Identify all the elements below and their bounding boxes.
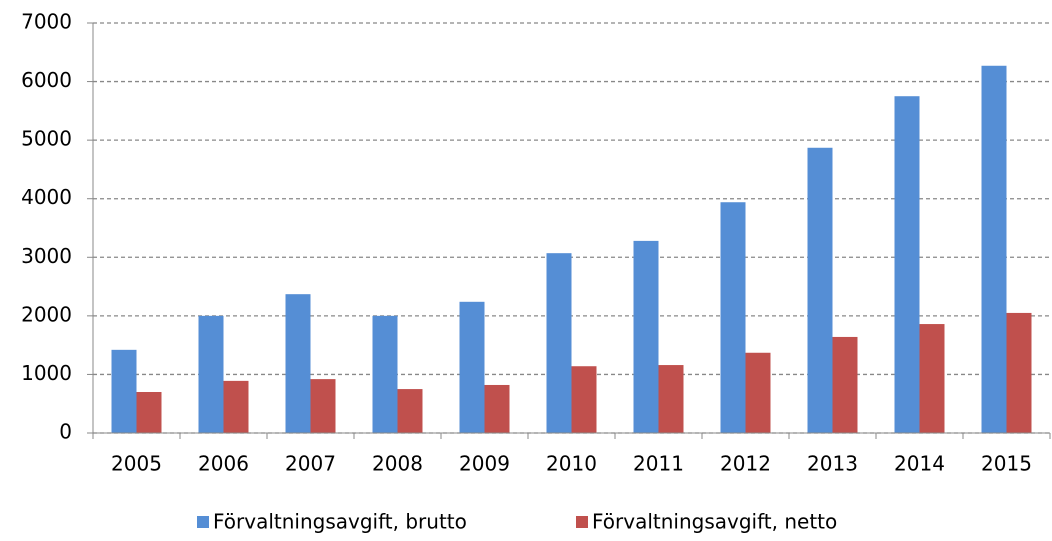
- bar: [111, 349, 137, 433]
- bar: [981, 65, 1007, 433]
- bar: [1006, 312, 1032, 433]
- y-tick-label: 5000: [21, 127, 72, 151]
- x-tick-label: 2009: [459, 452, 510, 476]
- bar: [459, 301, 485, 433]
- legend-swatch: [197, 516, 209, 528]
- bar: [223, 380, 249, 433]
- x-tick-label: 2006: [198, 452, 249, 476]
- bar: [285, 294, 311, 433]
- y-tick-label: 7000: [21, 10, 72, 34]
- x-tick-label: 2011: [633, 452, 684, 476]
- bar: [372, 315, 398, 433]
- legend-label: Förvaltningsavgift, netto: [592, 510, 837, 534]
- bar: [832, 336, 858, 433]
- bar: [136, 392, 162, 433]
- y-tick-label: 6000: [21, 68, 72, 92]
- x-tick-label: 2012: [720, 452, 771, 476]
- bar: [807, 147, 833, 433]
- x-tick-label: 2014: [894, 452, 945, 476]
- bar: [198, 315, 224, 433]
- bar: [571, 366, 597, 433]
- bar: [919, 324, 945, 433]
- x-tick-label: 2005: [111, 452, 162, 476]
- bar: [310, 379, 336, 433]
- y-tick-label: 3000: [21, 244, 72, 268]
- bar: [484, 384, 510, 433]
- y-tick-label: 4000: [21, 185, 72, 209]
- x-tick-label: 2008: [372, 452, 423, 476]
- x-tick-label: 2010: [546, 452, 597, 476]
- x-tick-label: 2007: [285, 452, 336, 476]
- bar: [720, 202, 746, 433]
- legend-swatch: [576, 516, 588, 528]
- bar: [658, 365, 684, 433]
- y-tick-label: 1000: [21, 361, 72, 385]
- bar: [745, 352, 771, 433]
- bar: [546, 253, 572, 433]
- y-tick-label: 2000: [21, 302, 72, 326]
- y-tick-label: 0: [59, 420, 72, 444]
- x-tick-label: 2013: [807, 452, 858, 476]
- bar: [397, 389, 423, 433]
- x-tick-label: 2015: [981, 452, 1032, 476]
- bar: [633, 240, 659, 433]
- bar: [894, 96, 920, 433]
- legend-label: Förvaltningsavgift, brutto: [213, 510, 467, 534]
